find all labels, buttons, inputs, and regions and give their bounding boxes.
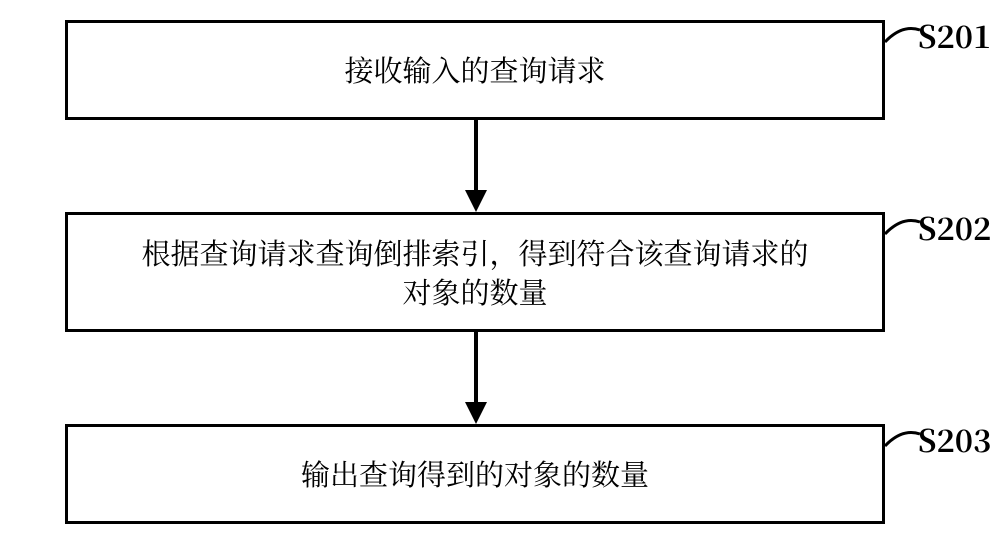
- step-box-s201: 接收输入的查询请求: [65, 20, 885, 120]
- step-label-s203: S203: [918, 416, 991, 461]
- step-text-s202: 根据查询请求查询倒排索引，得到符合该查询请求的 对象的数量: [141, 233, 808, 311]
- connector-path-s201: [885, 29, 920, 43]
- arrow-line-1: [474, 120, 478, 190]
- step-box-s203: 输出查询得到的对象的数量: [65, 424, 885, 524]
- arrow-head-1: [465, 190, 487, 212]
- flowchart-canvas: 接收输入的查询请求 S201 根据查询请求查询倒排索引，得到符合该查询请求的 对…: [0, 0, 1000, 559]
- arrow-head-2: [465, 402, 487, 424]
- step-text-s203: 输出查询得到的对象的数量: [301, 454, 649, 493]
- connector-path-s202: [885, 221, 920, 235]
- step-text-s201: 接收输入的查询请求: [344, 50, 605, 89]
- connector-path-s203: [885, 433, 920, 447]
- arrow-line-2: [474, 332, 478, 402]
- step-label-s202: S202: [918, 204, 991, 249]
- step-box-s202: 根据查询请求查询倒排索引，得到符合该查询请求的 对象的数量: [65, 212, 885, 332]
- step-label-s201: S201: [918, 12, 991, 57]
